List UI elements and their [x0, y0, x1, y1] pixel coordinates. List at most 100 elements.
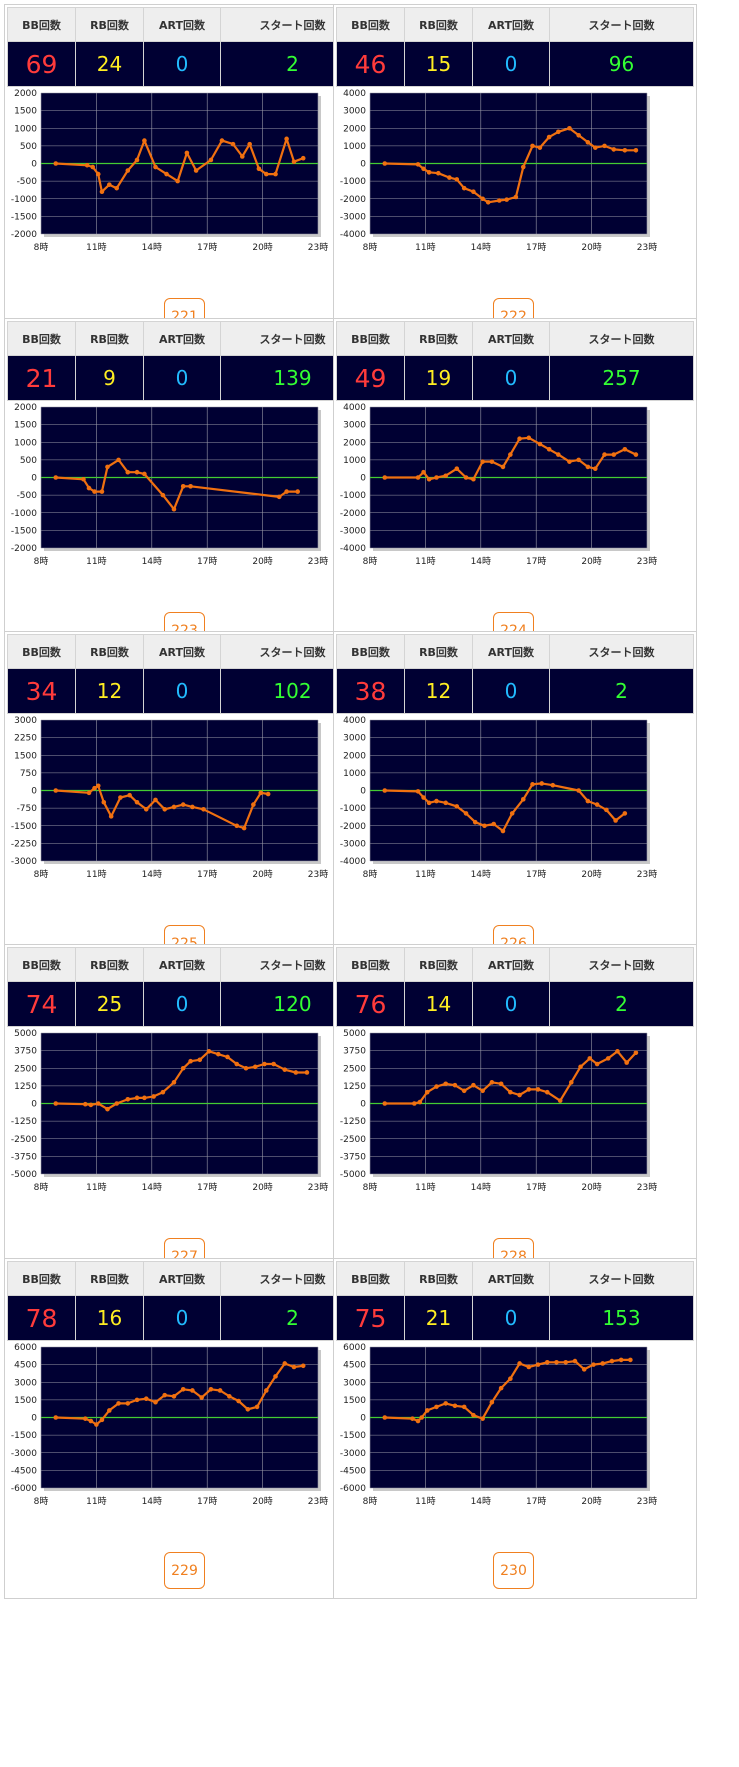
x-tick-label: 8時	[363, 242, 378, 253]
data-point	[53, 161, 59, 166]
data-point	[544, 1089, 550, 1095]
start-count: 257	[549, 355, 694, 401]
data-point	[241, 825, 247, 831]
data-point	[576, 457, 581, 463]
data-point	[517, 1092, 522, 1098]
data-point	[193, 168, 199, 173]
x-tick-label: 8時	[34, 556, 49, 567]
data-point	[520, 797, 526, 802]
data-point	[576, 133, 581, 138]
data-point	[180, 1387, 186, 1392]
y-tick-label: -6000	[11, 1484, 37, 1494]
machine-number-button[interactable]: 230	[493, 1552, 534, 1589]
y-tick-label: 0	[360, 474, 366, 484]
machine-number-button[interactable]: 229	[164, 1552, 205, 1589]
data-point	[412, 1101, 417, 1106]
data-point	[107, 182, 112, 187]
data-point	[134, 469, 140, 475]
data-point	[600, 1361, 605, 1366]
y-tick-label: -4000	[340, 857, 366, 867]
data-point	[99, 189, 105, 194]
y-tick-label: -5000	[11, 1170, 37, 1180]
data-point	[491, 821, 497, 827]
x-tick-label: 14時	[471, 1182, 491, 1193]
x-tick-label: 8時	[34, 869, 49, 880]
x-tick-label: 17時	[526, 1182, 546, 1193]
y-tick-label: -2000	[11, 544, 37, 554]
data-point	[171, 506, 177, 512]
y-tick-label: -1000	[340, 177, 366, 187]
data-point	[291, 159, 297, 165]
data-point	[236, 1398, 241, 1404]
data-point	[116, 1401, 121, 1406]
art-header: ART回数	[143, 947, 221, 982]
data-point	[99, 1417, 105, 1423]
rb-count: 16	[75, 1295, 144, 1341]
data-point	[53, 475, 59, 480]
data-point	[434, 798, 439, 804]
y-tick-label: 5000	[343, 1029, 366, 1039]
y-tick-label: -2000	[340, 195, 366, 205]
bb-header: BB回数	[7, 7, 76, 42]
data-point	[578, 1064, 583, 1070]
data-point	[591, 1362, 596, 1367]
bb-header: BB回数	[336, 1261, 405, 1296]
data-point	[587, 1056, 593, 1061]
y-tick-label: 500	[20, 142, 37, 152]
art-header: ART回数	[143, 321, 221, 356]
data-point	[247, 141, 252, 147]
art-count: 0	[472, 41, 550, 87]
y-tick-label: -1000	[11, 509, 37, 519]
bb-count: 75	[336, 1295, 405, 1341]
art-header: ART回数	[472, 321, 550, 356]
data-point	[415, 475, 421, 480]
y-tick-label: -1000	[340, 491, 366, 501]
bb-count: 21	[7, 355, 76, 401]
data-point	[485, 199, 491, 205]
data-point	[114, 1101, 120, 1106]
y-tick-label: 0	[31, 787, 37, 797]
stats-table: BB回数 RB回数 ART回数 スタート回数 75 21 0 153	[336, 1261, 694, 1341]
data-point	[421, 166, 426, 172]
data-point	[443, 1401, 449, 1406]
data-point	[105, 464, 110, 470]
slump-chart: 6000 4500 3000 1500 0 -1500 -3000 -4500 -6000 8時 1…	[11, 1343, 328, 1507]
x-tick-label: 23時	[308, 1182, 328, 1193]
start-header: スタート回数	[549, 947, 694, 982]
art-count: 0	[143, 668, 221, 714]
data-point	[245, 1406, 251, 1412]
y-tick-label: -1000	[340, 804, 366, 814]
y-tick-label: -1500	[11, 526, 37, 536]
data-point	[563, 1359, 569, 1365]
data-point	[567, 125, 572, 131]
y-tick-label: -2500	[11, 1135, 37, 1145]
x-tick-label: 14時	[142, 869, 162, 880]
y-tick-label: -5000	[340, 1170, 366, 1180]
data-point	[94, 1422, 99, 1427]
data-point	[291, 1364, 297, 1370]
art-header: ART回数	[472, 634, 550, 669]
data-point	[295, 489, 300, 494]
data-point	[171, 1394, 177, 1399]
rb-header: RB回数	[404, 634, 473, 669]
data-point	[426, 476, 432, 482]
y-tick-label: -1500	[11, 212, 37, 222]
data-point	[556, 129, 561, 135]
data-point	[415, 789, 421, 794]
data-point	[86, 790, 92, 796]
y-tick-label: 1250	[14, 1082, 37, 1092]
bb-count: 74	[7, 981, 76, 1027]
data-point	[162, 807, 168, 812]
art-header: ART回数	[143, 7, 221, 42]
machine-panel: BB回数 RB回数 ART回数 スタート回数 49 19 0 257 4000 3000 2000 1…	[333, 318, 697, 659]
y-tick-label: 3000	[343, 107, 366, 117]
data-point	[508, 1089, 513, 1095]
data-point	[180, 1065, 186, 1071]
data-point	[262, 1061, 267, 1067]
x-tick-label: 20時	[252, 556, 272, 567]
start-count: 2	[549, 668, 694, 714]
stats-table: BB回数 RB回数 ART回数 スタート回数 38 12 0 2	[336, 634, 694, 714]
y-tick-label: 6000	[343, 1343, 366, 1353]
y-tick-label: 4000	[343, 716, 366, 726]
x-tick-label: 23時	[308, 869, 328, 880]
